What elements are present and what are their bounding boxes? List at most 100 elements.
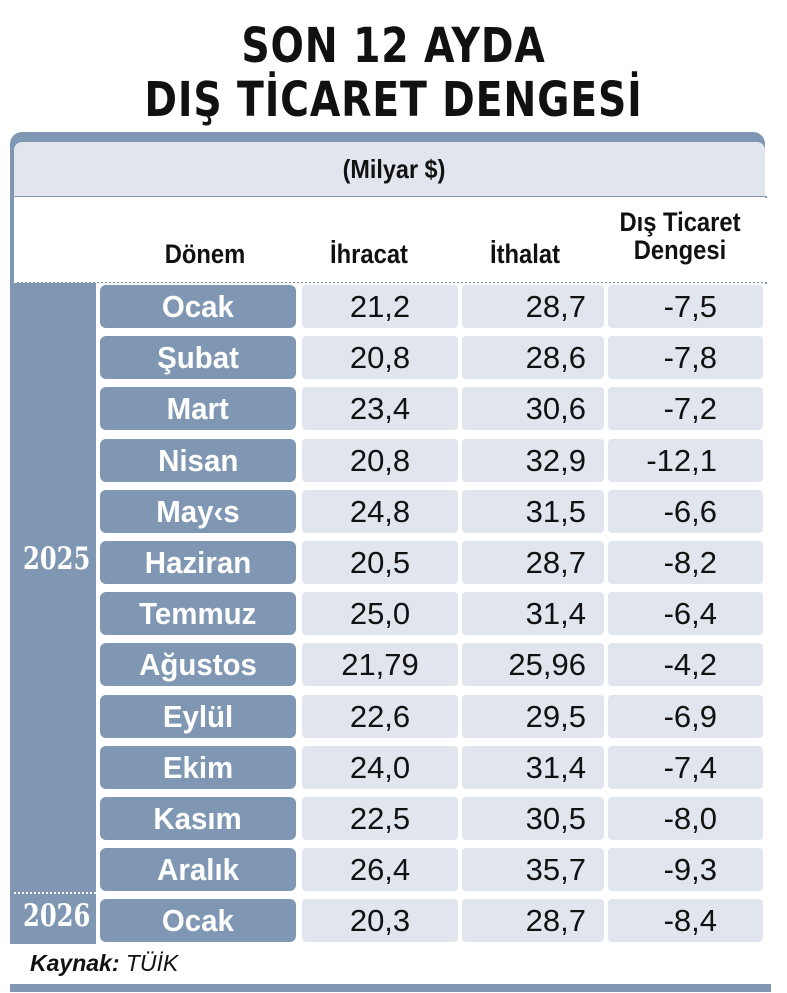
exports-value: 22,6 — [302, 694, 458, 738]
month-label: Eylül — [162, 698, 234, 734]
imports-value: 30,5 — [525, 801, 586, 836]
balance-cell: -4,2 — [608, 643, 763, 687]
exports-value: 20,5 — [302, 541, 458, 584]
imports-value: 25,96 — [508, 647, 586, 683]
table-row: Ekim 24,0 31,4 -7,4 — [96, 744, 765, 795]
imports-value: 28,7 — [525, 903, 586, 939]
imports-cell: 28,7 — [462, 541, 604, 584]
balance-cell: -6,9 — [608, 694, 763, 738]
chart-title-line-2: DIŞ TİCARET DENGESİ — [144, 72, 643, 128]
source-note: Kaynak: TÜİK — [30, 950, 178, 977]
table-row: Kasım 22,5 30,5 -8,0 — [96, 795, 765, 846]
imports-cell: 31,5 — [462, 489, 604, 533]
imports-value: 31,4 — [525, 749, 586, 785]
month-cell: Kasım — [100, 797, 296, 840]
balance-value: -12,1 — [646, 442, 717, 478]
imports-cell: 31,4 — [462, 745, 604, 789]
balance-value: -8,2 — [663, 545, 717, 580]
table-row: Ağustos 21,79 25,96 -4,2 — [96, 641, 765, 692]
table-row: Ocak 21,2 28,7 -7,5 — [96, 283, 765, 334]
month-cell: Ocak — [100, 899, 296, 943]
month-cell: May‹s — [100, 489, 296, 533]
imports-value: 31,5 — [525, 493, 586, 529]
exports-value: 23,4 — [302, 387, 458, 431]
month-label: May‹s — [156, 493, 240, 529]
header-imports: İthalat — [490, 239, 560, 269]
imports-cell: 31,4 — [462, 592, 604, 636]
imports-value: 31,4 — [525, 596, 586, 632]
exports-value: 26,4 — [302, 848, 458, 892]
balance-value: -7,4 — [663, 749, 717, 785]
table-row: Aralık 26,4 35,7 -9,3 — [96, 846, 765, 897]
month-cell: Haziran — [100, 541, 296, 584]
month-label: Şubat — [157, 340, 239, 376]
imports-cell: 28,7 — [462, 899, 604, 943]
month-cell: Eylül — [100, 694, 296, 738]
unit-label: (Milyar $) — [342, 154, 446, 184]
header-balance-line-1: Dış Ticaret — [619, 207, 741, 237]
balance-cell: -8,0 — [608, 797, 763, 840]
header-period: Dönem — [164, 239, 246, 269]
balance-cell: -8,2 — [608, 541, 763, 584]
month-label: Ekim — [162, 749, 234, 785]
imports-value: 28,7 — [525, 545, 586, 580]
year-label-2026: 2026 — [23, 898, 91, 934]
table-row: Ocak 20,3 28,7 -8,4 — [96, 897, 765, 948]
table-row: Mart 23,4 30,6 -7,2 — [96, 385, 765, 436]
year-divider — [14, 892, 96, 894]
balance-cell: -9,3 — [608, 848, 763, 892]
table-row: Eylül 22,6 29,5 -6,9 — [96, 693, 765, 744]
month-cell: Ekim — [100, 745, 296, 789]
month-label: Kasım — [153, 801, 243, 836]
header-balance-line-2: Dengesi — [633, 235, 727, 265]
month-label: Ocak — [161, 289, 235, 324]
header-exports: İhracat — [330, 239, 408, 269]
balance-value: -7,2 — [663, 391, 717, 427]
balance-value: -6,4 — [663, 596, 717, 632]
month-cell: Mart — [100, 387, 296, 431]
table-row: May‹s 24,8 31,5 -6,6 — [96, 488, 765, 539]
imports-value: 29,5 — [525, 698, 586, 734]
header-balance: Dış Ticaret Dengesi — [610, 208, 751, 264]
exports-value: 25,0 — [302, 592, 458, 636]
month-label: Aralık — [157, 852, 239, 888]
source-value: TÜİK — [125, 950, 179, 976]
month-cell: Ağustos — [100, 643, 296, 687]
imports-cell: 29,5 — [462, 694, 604, 738]
imports-cell: 30,5 — [462, 797, 604, 840]
exports-value: 20,8 — [302, 438, 458, 482]
balance-cell: -7,4 — [608, 745, 763, 789]
source-label: Kaynak: — [30, 950, 120, 976]
month-cell: Temmuz — [100, 592, 296, 636]
imports-cell: 35,7 — [462, 848, 604, 892]
imports-value: 32,9 — [525, 442, 586, 478]
balance-cell: -7,8 — [608, 336, 763, 380]
unit-band — [14, 142, 765, 196]
balance-value: -7,8 — [663, 340, 717, 376]
balance-value: -8,4 — [663, 903, 717, 939]
balance-cell: -7,5 — [608, 285, 763, 328]
exports-value: 24,0 — [302, 745, 458, 789]
month-cell: Ocak — [100, 285, 296, 328]
exports-value: 22,5 — [302, 797, 458, 840]
exports-value: 20,8 — [302, 336, 458, 380]
imports-value: 35,7 — [525, 852, 586, 888]
month-cell: Nisan — [100, 438, 296, 482]
month-cell: Şubat — [100, 336, 296, 380]
exports-value: 20,3 — [302, 899, 458, 943]
table-row: Temmuz 25,0 31,4 -6,4 — [96, 590, 765, 641]
imports-value: 28,7 — [525, 289, 586, 324]
table-row: Şubat 20,8 28,6 -7,8 — [96, 334, 765, 385]
month-label: Ocak — [161, 903, 235, 939]
balance-value: -8,0 — [663, 801, 717, 836]
balance-value: -9,3 — [663, 852, 717, 888]
balance-cell: -8,4 — [608, 899, 763, 943]
balance-cell: -7,2 — [608, 387, 763, 431]
month-label: Ağustos — [139, 647, 257, 683]
column-header-area — [14, 197, 765, 283]
balance-cell: -6,4 — [608, 592, 763, 636]
balance-cell: -12,1 — [608, 438, 763, 482]
exports-value: 21,2 — [302, 285, 458, 328]
year-label-2025: 2025 — [23, 541, 91, 577]
exports-value: 24,8 — [302, 489, 458, 533]
